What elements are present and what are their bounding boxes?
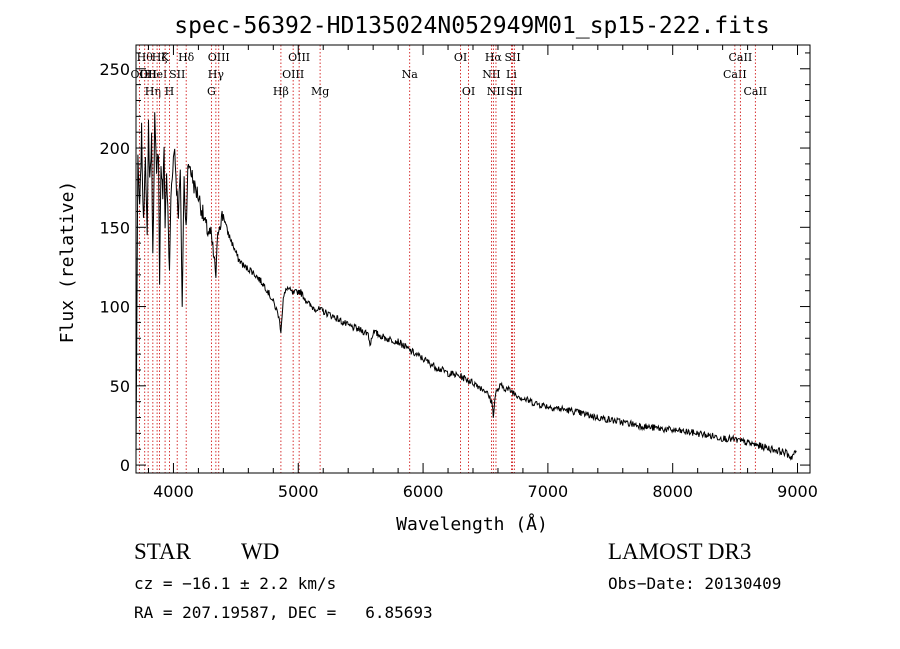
survey-name: LAMOST DR3: [608, 539, 752, 564]
plot-frame: [135, 44, 811, 474]
object-class: STAR: [134, 539, 191, 564]
marker-label-18: OI: [454, 51, 467, 64]
marker-label-19: OI: [462, 85, 475, 98]
marker-label-20: NII: [482, 68, 500, 81]
line-markers: OIIHθOIIHηHeIHζKHSIIHδGHγOIIIHβOIIIOIIIM…: [131, 45, 767, 473]
y-tick-label: 100: [99, 298, 130, 317]
marker-label-4: HeI: [147, 68, 167, 81]
marker-label-6: K: [161, 51, 170, 64]
x-axis: 4000 5000 6000 7000 8000 9000: [147, 45, 818, 501]
marker-label-15: OIII: [288, 51, 310, 64]
marker-label-22: NII: [487, 85, 505, 98]
y-axis: 0 50 100 150 200 250: [99, 52, 810, 475]
chart-title: spec-56392-HD135024N052949M01_sp15-222.f…: [174, 13, 769, 39]
marker-label-9: Hδ: [178, 51, 195, 64]
marker-label-1: Hθ: [137, 51, 154, 64]
marker-label-11: Hγ: [208, 68, 225, 81]
marker-label-24: SII: [504, 51, 520, 64]
marker-label-23: Li: [506, 68, 517, 81]
coordinates: RA = 207.19587, DEC = 6.85693: [134, 603, 433, 622]
x-axis-label: Wavelength (Å): [396, 513, 548, 535]
y-tick-label: 250: [99, 60, 130, 79]
x-tick-label: 8000: [652, 482, 693, 501]
marker-label-5: Hζ: [152, 51, 168, 64]
marker-label-17: Na: [402, 68, 419, 81]
marker-label-14: OIII: [282, 68, 304, 81]
marker-label-27: CaII: [729, 51, 753, 64]
y-tick-label: 200: [99, 139, 130, 158]
marker-label-3: Hη: [145, 85, 161, 98]
marker-label-26: CaII: [723, 68, 747, 81]
y-axis-label: Flux (relative): [57, 181, 78, 344]
marker-label-8: SII: [169, 68, 185, 81]
x-tick-label: 5000: [278, 482, 319, 501]
marker-label-28: CaII: [743, 85, 767, 98]
x-tick-label: 7000: [528, 482, 569, 501]
marker-label-0: OII: [131, 68, 149, 81]
marker-label-7: H: [165, 85, 175, 98]
marker-label-25: SII: [506, 85, 522, 98]
marker-label-13: Hβ: [273, 85, 289, 98]
marker-label-21: Hα: [485, 51, 503, 64]
y-tick-label: 150: [99, 218, 130, 237]
obs-date: Obs−Date: 20130409: [608, 574, 782, 593]
marker-label-16: Mg: [311, 85, 329, 98]
marker-label-12: OIII: [208, 51, 230, 64]
x-tick-label: 6000: [403, 482, 444, 501]
x-tick-label: 4000: [153, 482, 194, 501]
marker-label-10: G: [207, 85, 216, 98]
y-tick-label: 0: [120, 456, 130, 475]
object-subclass: WD: [241, 539, 280, 564]
y-tick-label: 50: [110, 377, 130, 396]
spectrum-line: [135, 112, 797, 461]
redshift-cz: cz = −16.1 ± 2.2 km/s: [134, 574, 337, 593]
x-tick-label: 9000: [777, 482, 818, 501]
